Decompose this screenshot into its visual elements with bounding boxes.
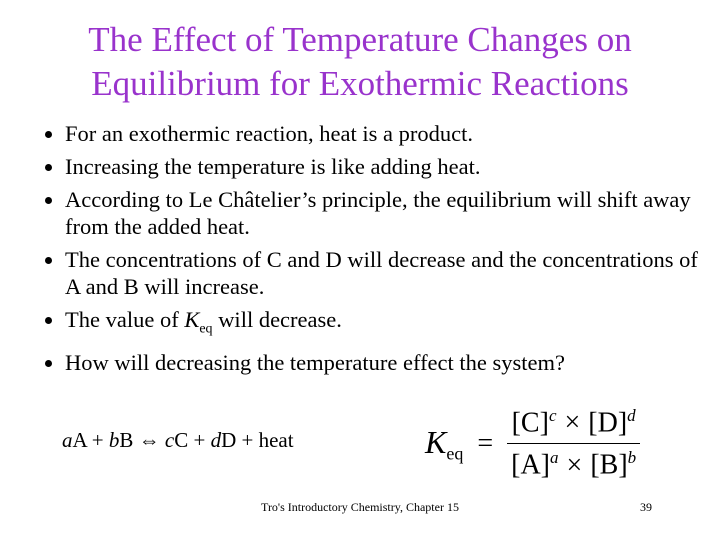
exponent: d [627, 406, 636, 425]
fraction-bar [507, 443, 641, 445]
equation-token: A + [72, 428, 109, 452]
bullet: How will decreasing the temperature effe… [65, 349, 705, 376]
operator: × [564, 407, 581, 439]
equation-token: a [62, 428, 73, 452]
operator: × [566, 449, 583, 481]
title-line: The Effect of Temperature Changes on [88, 20, 632, 59]
equation-token: C + [174, 428, 211, 452]
footer: Tro's Introductory Chemistry, Chapter 15 [261, 500, 459, 514]
equation-token: D + heat [221, 428, 294, 452]
exponent: c [548, 406, 557, 425]
text: The value of [65, 307, 185, 332]
text: will decrease. [212, 307, 342, 332]
equation-token: b [108, 428, 120, 452]
formula: Keq = [C]c × [D]d [A]a × [B]b [425, 406, 641, 482]
bullet: Increasing the temperature is like addin… [65, 153, 705, 180]
bracket-term: [A] [511, 449, 551, 481]
subscript: eq [199, 321, 213, 337]
bullet: The concentrations of C and D will decre… [65, 246, 705, 300]
subscript: eq [446, 443, 464, 464]
equation-token: B ⇔ [119, 428, 165, 452]
equals: = [477, 427, 494, 459]
equation-token: d [210, 428, 222, 452]
bullet: The value of Keq will decrease. [65, 306, 705, 343]
bullet: According to Le Châtelier’s principle, t… [65, 186, 705, 240]
bullet: For an exothermic reaction, heat is a pr… [65, 120, 705, 147]
symbol: K [184, 307, 200, 332]
page-number: 39 [640, 500, 652, 514]
symbol: K [425, 423, 447, 460]
k-symbol: Keq [425, 424, 463, 465]
equation: aA + bB ⇔ cC + dD + heat [62, 428, 294, 453]
exponent: b [627, 448, 637, 468]
title-line: Equilibrium for Exothermic Reactions [91, 64, 629, 103]
denominator: [A]a × [B]b [507, 448, 640, 481]
fraction: [C]c × [D]d [A]a × [B]b [507, 406, 641, 482]
numerator: [C]c × [D]d [508, 406, 640, 439]
bullet-list: For an exothermic reaction, heat is a pr… [40, 120, 705, 382]
equation-token: c [164, 428, 175, 452]
exponent: a [550, 448, 559, 468]
bracket-term: [B] [590, 449, 628, 481]
title: The Effect of Temperature Changes on Equ… [0, 18, 720, 106]
bracket-term: [C] [511, 407, 549, 439]
bracket-term: [D] [588, 407, 628, 439]
